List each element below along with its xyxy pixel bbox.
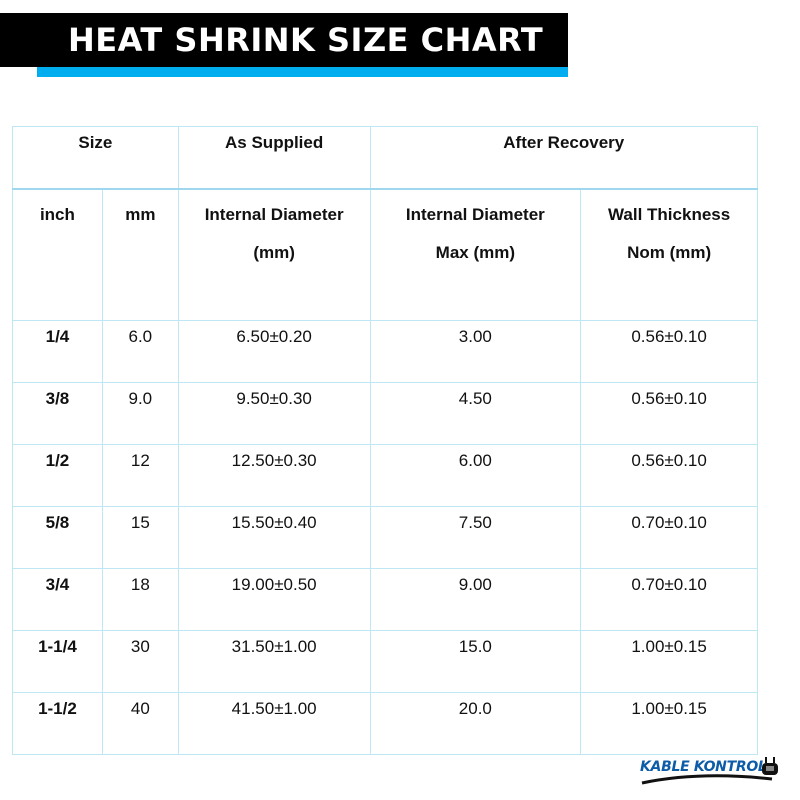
table-cell: 1.00±0.15 [580, 630, 758, 693]
table-row: 1/4 6.0 6.50±0.20 3.00 0.56±0.10 [12, 320, 758, 383]
column-header: Internal Diameter Max (mm) [369, 188, 582, 321]
table-cell: 5/8 [12, 506, 103, 569]
table-cell: 0.56±0.10 [580, 320, 758, 383]
table-cell: 1-1/4 [12, 630, 103, 693]
page-title: HEAT SHRINK SIZE CHART [68, 21, 544, 59]
table-cell: 41.50±1.00 [177, 692, 371, 755]
table-cell: 0.56±0.10 [580, 382, 758, 445]
size-chart-table: Size As Supplied After Recovery inch mm In… [12, 126, 759, 755]
table-cell: 1/2 [12, 444, 103, 507]
table-cell: 15.0 [369, 630, 582, 693]
kable-kontrol-logo: KABLE KONTROL [640, 755, 790, 785]
table-row: 5/8 15 15.50±0.40 7.50 0.70±0.10 [12, 506, 758, 569]
table-cell: 9.50±0.30 [177, 382, 371, 445]
logo-text: KABLE KONTROL [640, 759, 767, 775]
table-cell: 18 [101, 568, 179, 631]
header-after-recovery: After Recovery [369, 126, 759, 190]
table-row: 3/8 9.0 9.50±0.30 4.50 0.56±0.10 [12, 382, 758, 445]
column-header-line: (mm) [253, 243, 295, 262]
table-row: 1-1/2 40 41.50±1.00 20.0 1.00±0.15 [12, 692, 758, 755]
column-header-line: mm [125, 205, 156, 224]
table-cell: 20.0 [369, 692, 582, 755]
table-cell: 30 [101, 630, 179, 693]
table-row: 1/2 12 12.50±0.30 6.00 0.56±0.10 [12, 444, 758, 507]
table-cell: 1.00±0.15 [580, 692, 758, 755]
table-cell: 1/4 [12, 320, 103, 383]
table-row: 1-1/4 30 31.50±1.00 15.0 1.00±0.15 [12, 630, 758, 693]
table-cell: 3.00 [369, 320, 582, 383]
table-cell: 6.0 [101, 320, 179, 383]
column-header: inch [12, 188, 103, 321]
column-header: mm [101, 188, 179, 321]
table-cell: 6.50±0.20 [177, 320, 371, 383]
table-cell: 0.70±0.10 [580, 568, 758, 631]
table-cell: 40 [101, 692, 179, 755]
table-cell: 15 [101, 506, 179, 569]
table-cell: 12 [101, 444, 179, 507]
table-cell: 9.00 [369, 568, 582, 631]
table-cell: 31.50±1.00 [177, 630, 371, 693]
title-banner: HEAT SHRINK SIZE CHART [0, 13, 568, 67]
table-cell: 3/4 [12, 568, 103, 631]
header-as-supplied: As Supplied [177, 126, 371, 190]
plug-icon [762, 757, 778, 775]
table-cell: 4.50 [369, 382, 582, 445]
logo-swoosh [641, 774, 773, 785]
table-cell: 1-1/2 [12, 692, 103, 755]
table-row: 3/4 18 19.00±0.50 9.00 0.70±0.10 [12, 568, 758, 631]
column-header: Wall Thickness Nom (mm) [580, 188, 758, 321]
column-header-line: Internal Diameter [405, 205, 545, 224]
table-cell: 0.70±0.10 [580, 506, 758, 569]
table-cell: 6.00 [369, 444, 582, 507]
header-size: Size [12, 126, 179, 190]
table-cell: 7.50 [369, 506, 582, 569]
table-cell: 0.56±0.10 [580, 444, 758, 507]
column-header-line: Internal Diameter [204, 205, 344, 224]
column-header-line: Nom (mm) [627, 243, 712, 262]
column-header: Internal Diameter (mm) [177, 188, 371, 321]
table-cell: 9.0 [101, 382, 179, 445]
table-cell: 3/8 [12, 382, 103, 445]
accent-stripe [37, 67, 568, 77]
table-cell: 12.50±0.30 [177, 444, 371, 507]
table-cell: 19.00±0.50 [177, 568, 371, 631]
column-header-line: Wall Thickness [608, 205, 731, 224]
column-header-line: inch [39, 205, 75, 224]
column-header-line: Max (mm) [435, 243, 516, 262]
table-cell: 15.50±0.40 [177, 506, 371, 569]
